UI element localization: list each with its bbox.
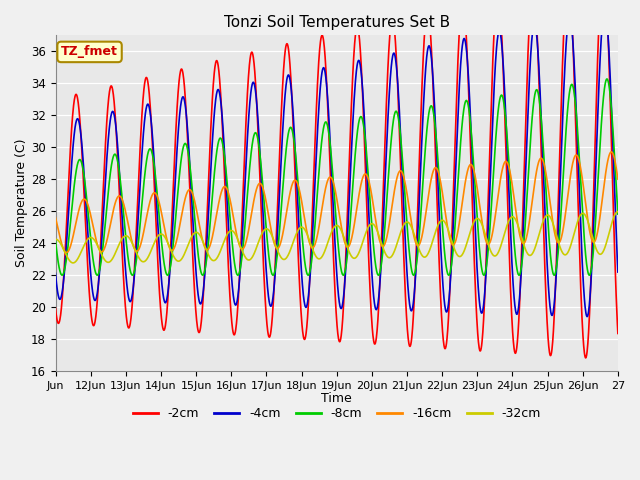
X-axis label: Time: Time — [321, 392, 352, 405]
Legend: -2cm, -4cm, -8cm, -16cm, -32cm: -2cm, -4cm, -8cm, -16cm, -32cm — [127, 402, 546, 425]
Y-axis label: Soil Temperature (C): Soil Temperature (C) — [15, 139, 28, 267]
Text: TZ_fmet: TZ_fmet — [61, 46, 118, 59]
Title: Tonzi Soil Temperatures Set B: Tonzi Soil Temperatures Set B — [223, 15, 450, 30]
